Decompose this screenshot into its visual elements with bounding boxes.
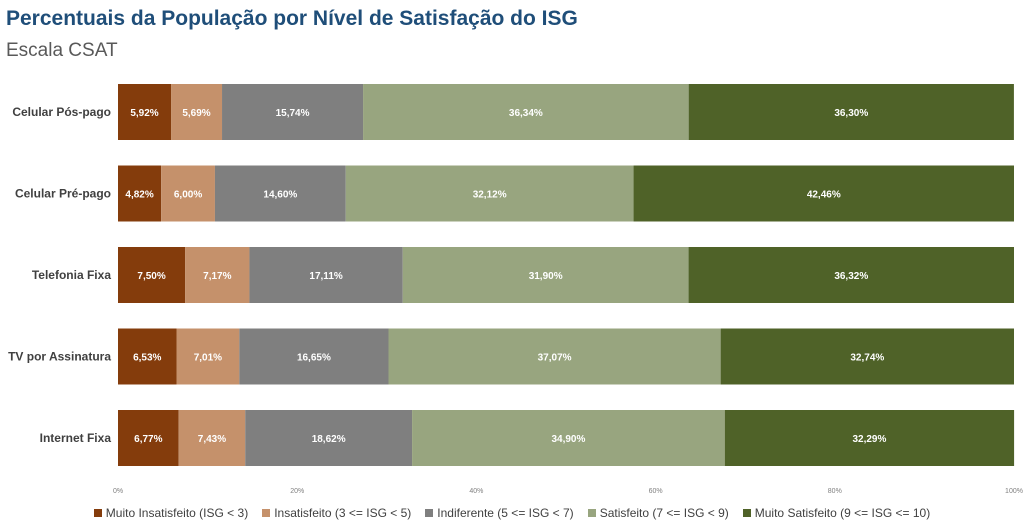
bar-segment [118,410,179,466]
legend-label: Muito Satisfeito (9 <= ISG <= 10) [754,506,931,520]
data-label: 5,69% [182,108,210,119]
bar-segment [171,84,223,140]
legend-item: Muito Insatisfeito (ISG < 3) [93,506,249,520]
bar-segment [345,165,634,222]
data-label: 6,77% [134,434,162,445]
chart-title: Percentuais da População por Nível de Sa… [6,7,578,30]
data-label: 5,92% [130,108,158,119]
data-label: 16,65% [297,353,331,364]
data-label: 32,12% [473,190,507,201]
legend-swatch [262,509,271,517]
bar-segment [176,328,240,385]
category-label: Telefonia Fixa [32,268,111,282]
bar-segment [161,165,215,222]
data-label: 7,43% [198,434,226,445]
data-label: 42,46% [807,190,841,201]
data-label: 14,60% [263,190,297,201]
x-tick-label: 60% [649,488,663,495]
data-label: 37,07% [538,353,572,364]
legend-swatch [93,509,102,517]
legend-label: Satisfeito (7 <= ISG < 9) [599,506,729,520]
data-label: 6,53% [133,353,161,364]
data-label: 18,62% [312,434,346,445]
chart-legend: Muito Insatisfeito (ISG < 3) Insatisfeito… [0,506,1024,520]
bar-segment [720,328,1014,385]
bar-segment [118,247,186,303]
bar-segment [222,84,364,140]
bar-segment [239,328,389,385]
category-label: Celular Pré-pago [15,187,111,201]
data-label: 7,17% [203,271,231,282]
data-label: 6,00% [174,190,202,201]
bar-segment [363,84,689,140]
bar-segment [214,165,346,222]
legend-label: Muito Insatisfeito (ISG < 3) [105,506,249,520]
legend-item: Indiferente (5 <= ISG < 7) [425,506,574,520]
category-label: TV por Assinatura [8,350,111,364]
bar-segment [688,247,1014,303]
bar-segment [249,247,403,303]
bar-segment [633,165,1014,222]
data-label: 32,74% [850,353,884,364]
data-label: 32,29% [852,434,886,445]
bar-segment [388,328,721,385]
data-label: 17,11% [309,271,342,282]
legend-swatch [425,509,434,517]
bar-segment [724,410,1015,466]
data-label: 4,82% [125,190,153,201]
data-label: 7,50% [137,271,165,282]
legend-item: Insatisfeito (3 <= ISG < 5) [262,506,411,520]
data-label: 36,32% [834,271,868,282]
data-label: 36,34% [509,108,543,119]
category-label: Internet Fixa [40,431,112,445]
x-tick-label: 40% [469,488,483,495]
data-label: 15,74% [276,108,310,119]
category-label: Celular Pós-pago [12,105,111,119]
legend-label: Indiferente (5 <= ISG < 7) [437,506,574,520]
bar-segment [245,410,413,466]
bar-segment [402,247,689,303]
legend-swatch [742,509,751,517]
legend-swatch [587,509,596,517]
data-label: 7,01% [194,353,222,364]
legend-label: Insatisfeito (3 <= ISG < 5) [274,506,412,520]
bar-segment [178,410,246,466]
data-label: 34,90% [551,434,585,445]
legend-item: Muito Satisfeito (9 <= ISG <= 10) [742,506,931,520]
bar-segment [412,410,725,466]
bar-segment [185,247,250,303]
x-tick-label: 20% [290,488,304,495]
data-label: 36,30% [834,108,868,119]
x-tick-label: 100% [1005,488,1023,495]
stacked-bar-chart: Celular Pós-pago 5,92% 5,69% 15,74% 36,34% 36… [8,84,1023,495]
bar-segment [688,84,1014,140]
bar-segment [118,328,177,385]
bar-segment [118,84,172,140]
bar-segment [118,165,162,222]
x-tick-label: 0% [113,488,123,495]
x-tick-label: 80% [828,488,842,495]
data-label: 31,90% [529,271,563,282]
chart-subtitle: Escala CSAT [6,40,118,61]
legend-item: Satisfeito (7 <= ISG < 9) [587,506,729,520]
